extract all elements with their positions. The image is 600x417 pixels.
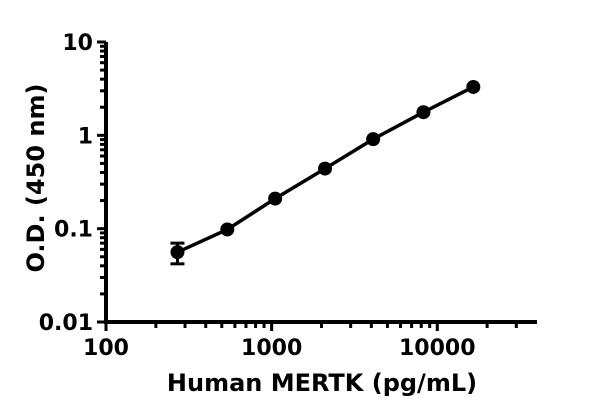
data-point	[466, 79, 481, 94]
data-point	[416, 105, 431, 120]
x-axis-tick-label: 1000	[241, 336, 302, 361]
y-axis-tick-label: 1	[78, 124, 93, 149]
data-point	[366, 132, 381, 147]
axes-layer: 100 1000 10000 0.01 0.1 1 10	[39, 31, 537, 361]
x-axis-tick-label: 100	[83, 336, 129, 361]
plot-layer	[170, 79, 481, 266]
y-axis-tick-label: 10	[62, 31, 93, 56]
y-axis-title: O.D. (450 nm)	[22, 84, 50, 273]
data-point	[170, 245, 185, 260]
x-axis-title: Human MERTK (pg/mL)	[167, 369, 477, 397]
data-point	[318, 161, 333, 176]
y-axis-tick-label: 0.01	[39, 311, 93, 336]
y-axis-tick-label: 0.1	[54, 218, 93, 243]
data-point	[268, 191, 283, 206]
x-axis-tick-label: 10000	[399, 336, 476, 361]
data-point	[220, 222, 235, 237]
